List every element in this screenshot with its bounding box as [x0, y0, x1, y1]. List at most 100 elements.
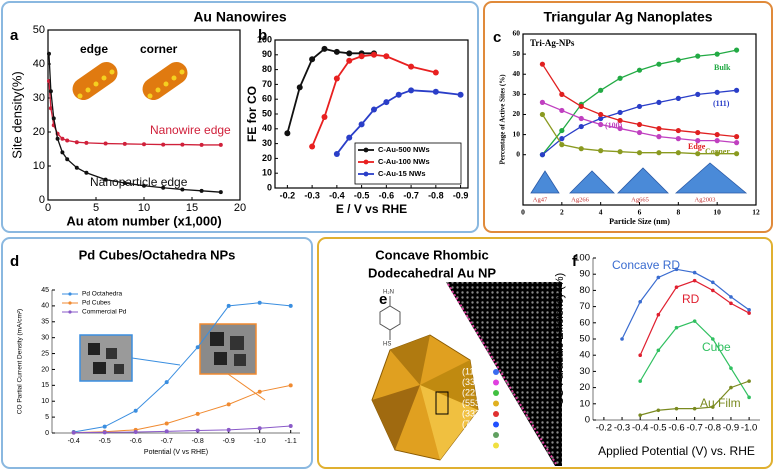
- y-tick-label: 10: [33, 160, 45, 172]
- data-point: [539, 111, 546, 118]
- y-tick-label: 20: [262, 153, 272, 163]
- legend-label: C-Au-500 NWs: [378, 145, 430, 154]
- data-point: [432, 69, 439, 76]
- y-tick-label: 70: [262, 79, 272, 89]
- data-point: [656, 134, 662, 140]
- data-point: [74, 140, 79, 145]
- data-point: [714, 89, 720, 95]
- y-tick-label: 35: [41, 319, 49, 326]
- data-point: [656, 125, 662, 132]
- data-point: [638, 353, 642, 358]
- data-point: [346, 134, 353, 141]
- data-point: [711, 337, 715, 341]
- panel-frame: [483, 1, 773, 233]
- data-point: [48, 106, 53, 111]
- data-point: [675, 57, 681, 63]
- y-tick-label: 70: [579, 301, 590, 312]
- data-point: [656, 99, 662, 105]
- legend-label: Commercial Pd: [82, 309, 127, 316]
- data-point: [733, 151, 740, 157]
- y-tick-label: 60: [262, 94, 272, 104]
- data-point: [102, 424, 107, 429]
- x-axis-label: E / V vs RHE: [336, 202, 407, 216]
- x-tick-label: -0.5: [650, 423, 666, 434]
- data-point: [714, 151, 720, 157]
- data-point: [692, 270, 697, 275]
- data-point: [226, 303, 231, 308]
- data-point: [122, 141, 127, 146]
- y-tick-label: 50: [513, 49, 521, 58]
- data-point: [46, 51, 51, 56]
- y-axis-label: CO Faradaic Efficiency (%): [554, 273, 566, 405]
- data-point: [296, 84, 303, 91]
- data-point: [432, 88, 439, 95]
- data-point: [636, 150, 643, 156]
- y-tick-label: 0: [39, 194, 45, 206]
- data-point: [674, 285, 679, 289]
- y-tick-label: 80: [262, 64, 272, 74]
- y-tick-label: 20: [579, 382, 590, 393]
- data-point: [370, 106, 377, 113]
- data-point: [346, 57, 353, 64]
- series-label: (111): [713, 99, 730, 108]
- y-tick-label: 20: [513, 109, 521, 118]
- series-label: Nanoparticle edge: [90, 175, 188, 189]
- y-tick-label: 100: [574, 253, 590, 264]
- legend-label: C-Au-100 NWs: [378, 157, 430, 166]
- data-point: [747, 311, 751, 315]
- data-point: [51, 116, 56, 121]
- data-point: [103, 177, 108, 182]
- series-line: [286, 47, 374, 134]
- panel-title: Concave Rhombic: [375, 247, 488, 262]
- data-point: [714, 138, 720, 144]
- facet-dot: [493, 400, 499, 407]
- x-tick-label: -0.8: [428, 190, 444, 200]
- data-point: [729, 385, 733, 390]
- data-point: [226, 427, 231, 432]
- data-point: [164, 429, 169, 434]
- data-point: [142, 183, 146, 188]
- y-tick-label: 30: [579, 366, 590, 377]
- data-point: [729, 295, 733, 299]
- y-tick-label: 25: [41, 350, 49, 357]
- panel-letter: f: [572, 253, 578, 270]
- data-point: [656, 348, 661, 353]
- data-point: [711, 288, 715, 293]
- data-point: [102, 430, 107, 435]
- y-tick-label: 0: [267, 182, 272, 192]
- panel-frame: [1, 237, 313, 469]
- data-point: [692, 319, 697, 323]
- x-axis-label: Particle Size (nm): [609, 217, 670, 226]
- nanowire-illustration: [72, 61, 188, 101]
- data-point: [733, 140, 740, 146]
- facet-label: (331): [462, 440, 483, 450]
- y-tick-label: 40: [579, 350, 590, 361]
- data-point: [199, 142, 204, 147]
- data-point: [598, 148, 604, 154]
- x-tick-label: -0.2: [280, 190, 296, 200]
- y-tick-label: 60: [513, 29, 521, 38]
- data-point: [656, 408, 661, 413]
- x-tick-label: -0.2: [596, 423, 612, 434]
- x-tick-label: -0.4: [632, 423, 648, 434]
- series-line: [621, 268, 750, 340]
- y-tick-label: 80: [579, 285, 590, 296]
- data-point: [218, 142, 223, 147]
- data-point: [636, 129, 643, 136]
- data-point: [84, 170, 89, 175]
- data-point: [617, 109, 623, 116]
- data-point: [370, 51, 377, 58]
- annotation: Tri-Ag-NPs: [530, 38, 575, 48]
- x-tick-label: -1.1: [285, 438, 297, 445]
- y-tick-label: 50: [579, 334, 590, 345]
- data-point: [674, 325, 679, 330]
- data-point: [617, 75, 623, 81]
- panel-title: Au Nanowires: [193, 9, 287, 25]
- data-point: [598, 87, 604, 93]
- particle-label: Ag665: [631, 196, 649, 203]
- data-point: [60, 136, 65, 141]
- legend-marker: [363, 171, 369, 177]
- x-tick-label: -0.6: [668, 423, 684, 434]
- data-point: [675, 136, 681, 142]
- data-point: [321, 113, 328, 120]
